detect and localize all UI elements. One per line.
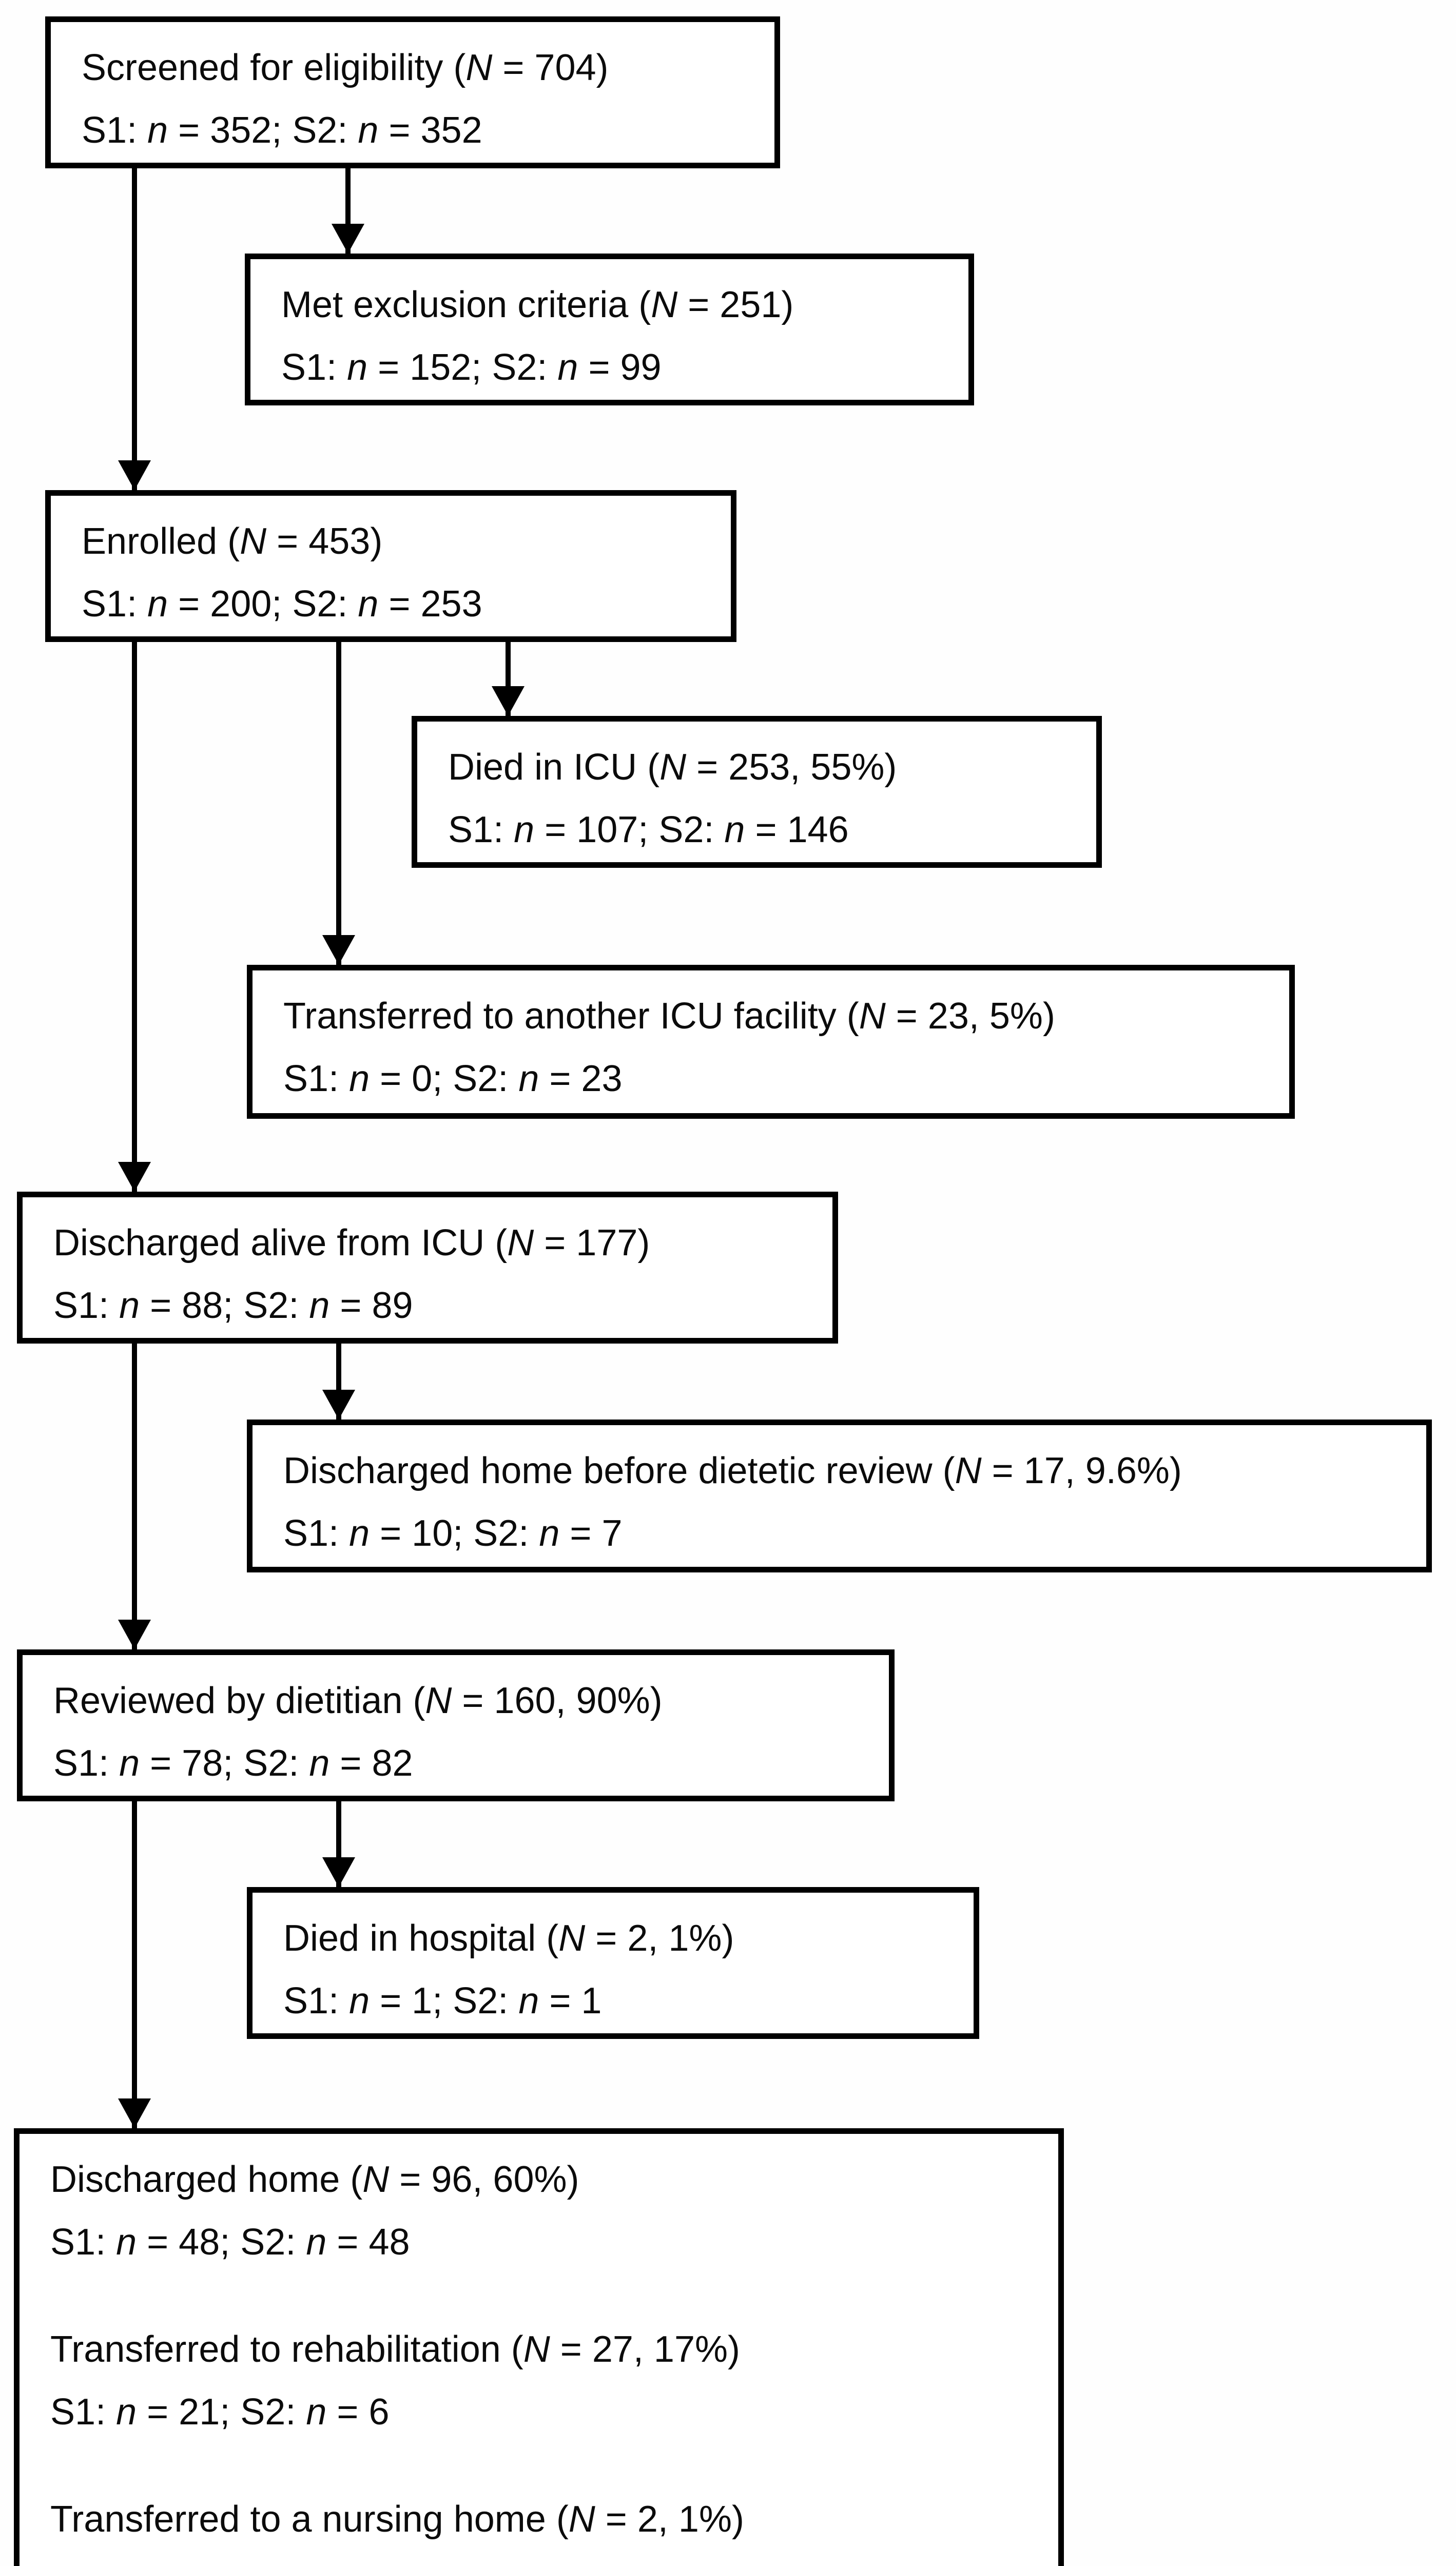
box-line: S1: n = 200; S2: n = 253 <box>82 584 482 625</box>
box-line: S1: n = 1; S2: n = 1 <box>283 1980 602 2021</box>
outcome-entry-discharged-home: Discharged home (N = 96, 60%) S1: n = 48… <box>50 2148 1027 2273</box>
box-line: Died in ICU (N = 253, 55%) <box>448 747 897 788</box>
arrow-down-icon <box>118 1162 151 1192</box>
arrow-down-icon <box>322 935 355 965</box>
box-line: Screened for eligibility (N = 704) <box>82 47 609 88</box>
box-line: S1: n = 152; S2: n = 99 <box>281 347 662 388</box>
connector-enrolled-to-died-icu <box>506 638 511 716</box>
flow-box-died-in-icu: Died in ICU (N = 253, 55%) S1: n = 107; … <box>412 716 1102 868</box>
connector-enrolled-to-transferred-icu <box>336 638 341 965</box>
arrow-down-icon <box>118 2098 151 2128</box>
flow-box-enrolled: Enrolled (N = 453) S1: n = 200; S2: n = … <box>45 490 736 642</box>
arrow-down-icon <box>118 460 151 490</box>
box-line: Died in hospital (N = 2, 1%) <box>283 1918 734 1959</box>
outcome-entry-nursing-home: Transferred to a nursing home (N = 2, 1%… <box>50 2488 1027 2566</box>
flow-box-discharged-alive-from-icu: Discharged alive from ICU (N = 177) S1: … <box>17 1192 838 1344</box>
connector-discharged-to-before-review <box>336 1339 341 1420</box>
box-line: Enrolled (N = 453) <box>82 521 383 562</box>
connector-screened-to-enrolled <box>132 164 137 490</box>
box-line: S1: n = 88; S2: n = 89 <box>53 1285 413 1326</box>
flow-box-screened: Screened for eligibility (N = 704) S1: n… <box>45 16 780 168</box>
box-line: Transferred to a nursing home (N = 2, 1%… <box>50 2499 744 2540</box>
box-line: S1: n = 10; S2: n = 7 <box>283 1513 623 1554</box>
arrow-down-icon <box>492 686 525 716</box>
box-line: S1: n = 0; S2: n = 2 <box>50 2551 1027 2566</box>
box-line: S1: n = 78; S2: n = 82 <box>53 1743 413 1784</box>
box-line: S1: n = 107; S2: n = 146 <box>448 809 849 850</box>
box-line: Transferred to rehabilitation (N = 27, 1… <box>50 2329 740 2370</box>
arrow-down-icon <box>322 1390 355 1420</box>
box-line: Discharged home (N = 96, 60%) <box>50 2159 579 2200</box>
box-line: Transferred to another ICU facility (N =… <box>283 996 1055 1037</box>
flow-box-died-in-hospital: Died in hospital (N = 2, 1%) S1: n = 1; … <box>247 1887 979 2039</box>
box-line: S1: n = 48; S2: n = 48 <box>50 2222 410 2263</box>
outcome-entry-rehabilitation: Transferred to rehabilitation (N = 27, 1… <box>50 2318 1027 2443</box>
connector-screened-to-excluded <box>345 164 351 254</box>
connector-enrolled-to-discharged-alive <box>132 638 137 1192</box>
flow-box-transferred-to-another-icu: Transferred to another ICU facility (N =… <box>247 965 1295 1119</box>
connector-discharged-to-reviewed <box>132 1339 137 1649</box>
box-line: S1: n = 0; S2: n = 23 <box>283 1058 623 1099</box>
flow-box-reviewed-by-dietitian: Reviewed by dietitian (N = 160, 90%) S1:… <box>17 1649 895 1801</box>
flow-box-met-exclusion-criteria: Met exclusion criteria (N = 251) S1: n =… <box>245 254 974 405</box>
arrow-down-icon <box>118 1620 151 1649</box>
flow-box-discharged-home-before-review: Discharged home before dietetic review (… <box>247 1420 1432 1572</box>
box-line: Discharged alive from ICU (N = 177) <box>53 1222 650 1263</box>
connector-reviewed-to-outcomes <box>132 1797 137 2128</box>
box-line: S1: n = 352; S2: n = 352 <box>82 110 482 151</box>
box-line: Reviewed by dietitian (N = 160, 90%) <box>53 1680 663 1721</box>
box-line: Discharged home before dietetic review (… <box>283 1450 1182 1491</box>
box-line: Met exclusion criteria (N = 251) <box>281 284 794 325</box>
box-line: S1: n = 21; S2: n = 6 <box>50 2392 390 2433</box>
arrow-down-icon <box>322 1857 355 1887</box>
arrow-down-icon <box>332 224 364 254</box>
connector-reviewed-to-died-hospital <box>336 1797 341 1887</box>
flow-box-final-outcomes: Discharged home (N = 96, 60%) S1: n = 48… <box>14 2128 1064 2566</box>
